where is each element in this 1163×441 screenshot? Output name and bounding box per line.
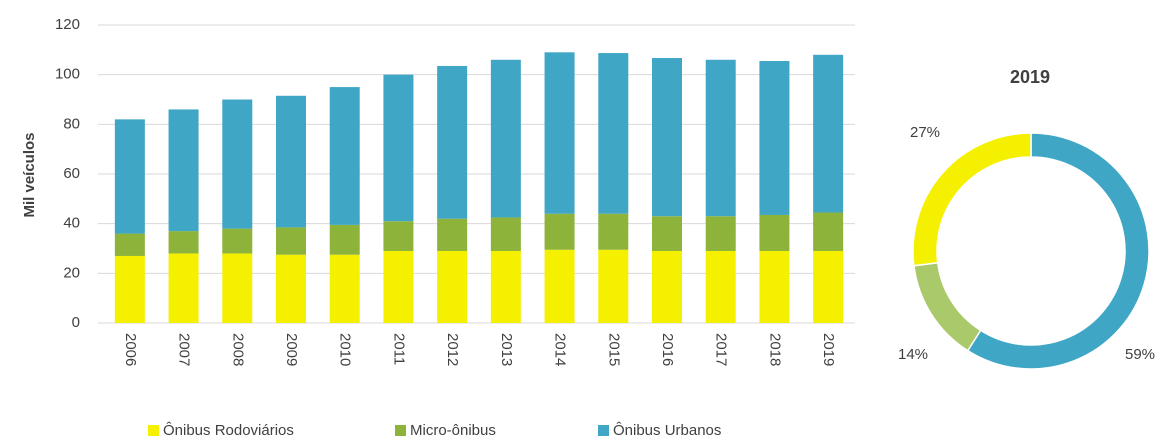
legend-label: Ônibus Urbanos — [613, 422, 721, 439]
bar-segment — [168, 231, 199, 254]
bar-segment — [383, 74, 414, 222]
bar-segment — [222, 228, 253, 254]
y-axis-label: Mil veículos — [21, 132, 38, 217]
legend-swatch — [395, 425, 406, 436]
bar-segment — [652, 250, 682, 323]
x-tick-label: 2015 — [605, 333, 622, 366]
bar-segment — [437, 218, 468, 251]
y-tick-label: 40 — [63, 215, 80, 232]
x-tick-label: 2012 — [444, 333, 461, 366]
bar-segment — [168, 109, 199, 232]
bar-segment — [437, 250, 468, 323]
bar-segment — [329, 224, 360, 255]
bar-segment — [383, 250, 414, 323]
bar-segment — [598, 249, 629, 323]
x-tick-label: 2018 — [766, 333, 783, 366]
x-tick-label: 2006 — [122, 333, 139, 366]
donut-slice — [913, 261, 982, 352]
y-tick-label: 20 — [63, 264, 80, 281]
bar-segment — [544, 249, 575, 323]
bar-segment — [437, 65, 468, 219]
x-tick-label: 2013 — [498, 333, 515, 366]
bar-segment — [705, 250, 736, 323]
bar-segment — [329, 254, 360, 323]
bar-segment — [276, 227, 306, 255]
bar-segment — [490, 250, 521, 323]
bar-segment — [276, 254, 306, 323]
bar-segment — [329, 87, 360, 225]
x-tick-label: 2016 — [659, 333, 676, 366]
bar-segment — [114, 119, 145, 234]
bar-segment — [705, 216, 736, 251]
bar-segment — [114, 255, 145, 323]
bar-segment — [705, 59, 736, 217]
bar-segment — [598, 213, 629, 250]
data-label: 14% — [898, 346, 928, 363]
bar-segment — [759, 61, 790, 215]
pie-title: 2019 — [1010, 67, 1050, 87]
donut-slice — [912, 132, 1032, 267]
bar-segment — [813, 250, 844, 323]
bar-segment — [759, 250, 790, 323]
data-label: 59% — [1125, 346, 1155, 363]
legend-label: Ônibus Rodoviários — [163, 422, 294, 439]
bar-segment — [544, 213, 575, 250]
bar-segment — [168, 253, 199, 323]
bar-segment — [222, 253, 253, 323]
x-tick-label: 2007 — [176, 333, 193, 366]
bar-segment — [490, 59, 521, 218]
bar-segment — [544, 52, 575, 214]
x-tick-label: 2014 — [552, 333, 569, 366]
legend-swatch — [598, 425, 609, 436]
y-tick-label: 80 — [63, 115, 80, 132]
y-tick-label: 0 — [72, 314, 80, 331]
bar-segment — [383, 221, 414, 251]
bar-segment — [276, 95, 306, 228]
bar-segment — [813, 212, 844, 251]
x-tick-label: 2017 — [713, 333, 730, 366]
data-label: 27% — [910, 124, 940, 141]
bar-segment — [598, 53, 629, 214]
bar-segment — [652, 216, 682, 251]
y-tick-label: 100 — [55, 66, 80, 83]
x-tick-label: 2009 — [283, 333, 300, 366]
legend-label: Micro-ônibus — [410, 422, 496, 439]
legend-swatch — [148, 425, 159, 436]
bar-segment — [222, 99, 253, 229]
bar-segment — [813, 54, 844, 213]
bar-segment — [114, 233, 145, 256]
y-tick-label: 60 — [63, 165, 80, 182]
bar-segment — [759, 214, 790, 251]
x-tick-label: 2019 — [820, 333, 837, 366]
x-tick-label: 2008 — [229, 333, 246, 366]
bar-segment — [652, 58, 682, 217]
x-tick-label: 2010 — [337, 333, 354, 366]
y-tick-label: 120 — [55, 16, 80, 33]
donut-slice — [966, 132, 1150, 370]
bar-segment — [490, 217, 521, 251]
x-tick-label: 2011 — [390, 333, 407, 365]
